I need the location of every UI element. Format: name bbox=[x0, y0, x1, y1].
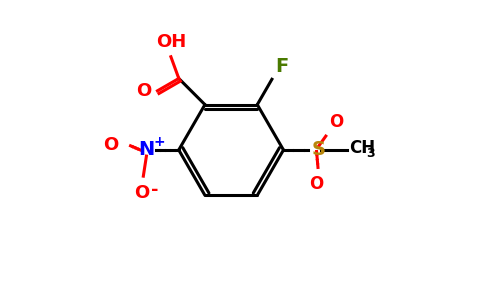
Text: F: F bbox=[275, 57, 288, 76]
Text: -: - bbox=[151, 181, 159, 199]
Text: S: S bbox=[312, 140, 326, 160]
Text: O: O bbox=[309, 176, 324, 194]
Text: N: N bbox=[138, 140, 154, 160]
Text: O: O bbox=[104, 136, 119, 154]
Text: OH: OH bbox=[156, 33, 186, 51]
Text: +: + bbox=[153, 135, 165, 149]
Text: CH: CH bbox=[349, 140, 375, 158]
Text: 3: 3 bbox=[366, 146, 375, 160]
Text: O: O bbox=[329, 113, 343, 131]
Text: O: O bbox=[136, 82, 151, 100]
Text: O: O bbox=[134, 184, 150, 202]
